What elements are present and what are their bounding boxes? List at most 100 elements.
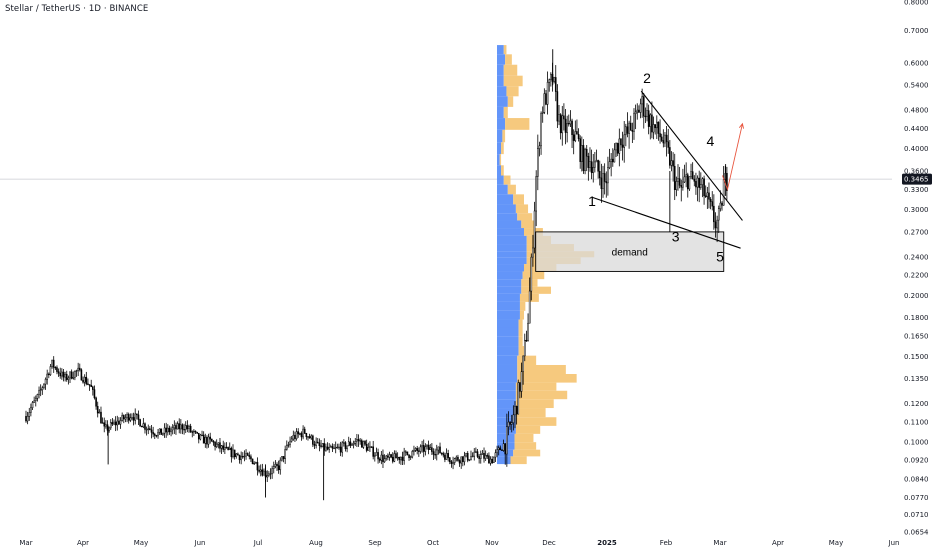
- candle-body: [51, 359, 53, 367]
- candle-body: [504, 443, 507, 455]
- candle-body: [121, 415, 123, 421]
- candle-body: [34, 398, 37, 402]
- upper-trend-line: [640, 90, 743, 221]
- candle-body: [147, 428, 150, 430]
- candle-body: [370, 446, 373, 448]
- candle-body: [435, 449, 438, 456]
- candle-body: [471, 455, 474, 458]
- profile-bar-up: [497, 106, 504, 119]
- candle-body: [178, 423, 181, 430]
- candle-body: [541, 112, 544, 114]
- candle-body: [620, 138, 622, 146]
- candle-body: [711, 201, 714, 207]
- candle-body: [282, 456, 285, 459]
- candle-body: [652, 124, 655, 133]
- profile-bar-down: [522, 271, 545, 280]
- candle-body: [603, 173, 606, 182]
- candle-body: [584, 148, 586, 171]
- candle-body: [465, 453, 467, 457]
- candle-body: [269, 473, 272, 475]
- candle-body: [168, 427, 171, 433]
- time-tick-label: Apr: [772, 539, 784, 547]
- price-tick-label: 0.1100: [904, 418, 929, 426]
- profile-bar-up: [497, 235, 527, 245]
- candle-body: [618, 138, 621, 154]
- candle-body: [256, 462, 259, 471]
- profile-bar-up: [497, 271, 523, 280]
- candle-body: [525, 339, 528, 342]
- profile-bar-up: [497, 244, 527, 252]
- profile-bar-up: [497, 310, 520, 320]
- volume-profile: [497, 45, 595, 465]
- candle-body: [39, 389, 42, 391]
- price-tick-label: 0.3000: [904, 206, 929, 214]
- profile-bar-down: [515, 408, 546, 418]
- candle-body: [44, 378, 47, 385]
- price-tick-label: 0.0710: [904, 511, 929, 519]
- candle-body: [683, 176, 686, 183]
- candle-body: [502, 443, 505, 451]
- candle-body: [261, 469, 264, 476]
- candle-body: [592, 167, 595, 173]
- candle-body: [535, 176, 537, 212]
- profile-bar-up: [497, 336, 519, 347]
- candle-body: [80, 369, 83, 381]
- candle-body: [688, 176, 691, 190]
- candle-body: [211, 438, 213, 442]
- candle-body: [43, 383, 45, 388]
- candle-body: [665, 134, 668, 143]
- time-axis[interactable]: Mar Apr May Jun Jul Aug Sep Oct Nov Dec 2025 Feb Mar…: [19, 539, 899, 547]
- time-tick-label: Feb: [660, 539, 673, 547]
- candle-body: [698, 177, 700, 188]
- candle-body: [320, 445, 322, 447]
- candle-body: [228, 447, 231, 450]
- candle-body: [634, 111, 637, 114]
- candle-body: [72, 377, 75, 379]
- candle-body: [427, 444, 430, 450]
- current-price-label: 0.3465: [904, 176, 929, 184]
- candle-body: [709, 199, 712, 202]
- profile-bar-down: [515, 382, 557, 391]
- candle-body: [642, 96, 645, 117]
- profile-bar-up: [497, 142, 502, 155]
- candle-body: [153, 433, 156, 436]
- candle-body: [318, 442, 321, 446]
- candle-body: [600, 177, 603, 189]
- candle-body: [287, 444, 290, 446]
- profile-bar-up: [497, 129, 503, 143]
- price-tick-label: 0.2200: [904, 272, 929, 280]
- candle-body: [359, 440, 361, 442]
- profile-bar-up: [497, 257, 527, 265]
- price-tick-label: 0.3600: [904, 168, 929, 176]
- candle-body: [567, 123, 570, 125]
- time-tick-label: Aug: [309, 539, 323, 547]
- candle-body: [422, 444, 425, 452]
- candle-body: [48, 373, 50, 376]
- candle-body: [476, 451, 479, 457]
- price-tick-label: 0.3300: [904, 186, 929, 194]
- candle-body: [123, 415, 125, 420]
- candle-body: [385, 455, 388, 459]
- profile-bar-down: [499, 154, 502, 166]
- candle-body: [556, 91, 559, 122]
- candle-body: [558, 114, 560, 122]
- candle-body: [93, 389, 96, 399]
- candle-body: [543, 93, 546, 113]
- candle-body: [638, 109, 640, 113]
- candle-body: [669, 147, 671, 166]
- profile-bar-up: [497, 374, 518, 383]
- candle-body: [550, 73, 552, 80]
- candle-body: [274, 463, 277, 467]
- candle-body: [411, 451, 414, 458]
- candle-body: [566, 123, 568, 133]
- wave-labels: 1 2 3 4 5: [588, 70, 724, 264]
- profile-bar-down: [515, 425, 541, 434]
- candle-body: [155, 435, 158, 437]
- candle-body: [496, 449, 498, 453]
- price-axis[interactable]: 0.8000 0.7000 0.6000 0.5400 0.4800 0.4400 0.40…: [902, 0, 932, 537]
- candle-body: [453, 458, 456, 463]
- candle-body: [70, 371, 73, 379]
- candle-body: [258, 469, 260, 472]
